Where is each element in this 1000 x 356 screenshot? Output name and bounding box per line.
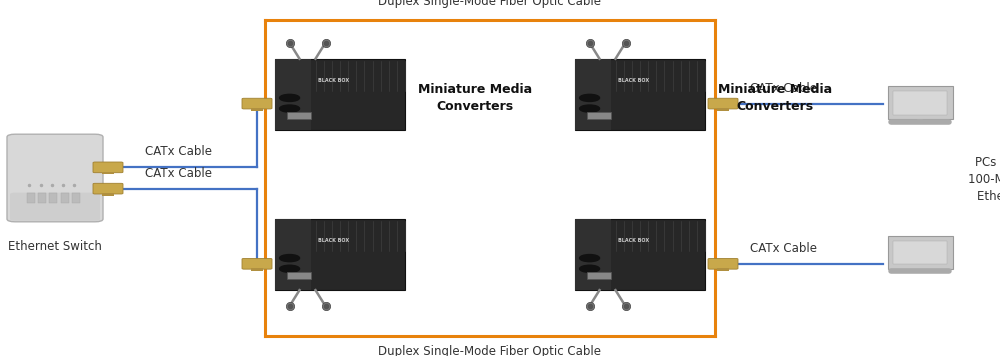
FancyBboxPatch shape [275, 59, 405, 130]
Text: Ethernet Switch: Ethernet Switch [8, 240, 102, 253]
Text: Duplex Single-Mode Fiber Optic Cable: Duplex Single-Mode Fiber Optic Cable [378, 345, 602, 356]
FancyBboxPatch shape [287, 112, 311, 119]
Circle shape [580, 105, 600, 112]
Text: PCs with 10- or
100-Mbps Copper
Ethernet Ports: PCs with 10- or 100-Mbps Copper Ethernet… [968, 156, 1000, 203]
FancyBboxPatch shape [275, 219, 405, 290]
FancyBboxPatch shape [251, 268, 263, 271]
FancyBboxPatch shape [587, 272, 611, 279]
Text: BLACK BOX: BLACK BOX [318, 238, 349, 243]
FancyBboxPatch shape [72, 193, 80, 203]
FancyBboxPatch shape [251, 108, 263, 111]
Circle shape [280, 105, 300, 112]
FancyBboxPatch shape [587, 112, 611, 119]
FancyBboxPatch shape [27, 193, 35, 203]
FancyBboxPatch shape [93, 183, 123, 194]
FancyBboxPatch shape [102, 193, 114, 196]
Text: BLACK BOX: BLACK BOX [618, 78, 649, 83]
FancyBboxPatch shape [575, 219, 611, 290]
FancyBboxPatch shape [888, 236, 953, 269]
FancyBboxPatch shape [717, 108, 729, 111]
FancyBboxPatch shape [93, 162, 123, 173]
FancyBboxPatch shape [893, 91, 947, 115]
Circle shape [280, 255, 300, 262]
Text: BLACK BOX: BLACK BOX [618, 238, 649, 243]
Circle shape [580, 265, 600, 272]
FancyBboxPatch shape [242, 98, 272, 109]
Text: BLACK BOX: BLACK BOX [318, 78, 349, 83]
Text: CATx Cable: CATx Cable [145, 167, 212, 180]
FancyBboxPatch shape [888, 87, 953, 119]
Circle shape [280, 265, 300, 272]
Circle shape [280, 94, 300, 101]
FancyBboxPatch shape [242, 258, 272, 269]
Text: CATx Cable: CATx Cable [145, 146, 212, 158]
FancyBboxPatch shape [287, 272, 311, 279]
FancyBboxPatch shape [717, 268, 729, 271]
Circle shape [580, 94, 600, 101]
FancyBboxPatch shape [275, 219, 311, 290]
FancyBboxPatch shape [575, 219, 705, 290]
FancyBboxPatch shape [61, 193, 69, 203]
FancyBboxPatch shape [575, 59, 611, 130]
FancyBboxPatch shape [7, 134, 103, 222]
FancyBboxPatch shape [708, 258, 738, 269]
Circle shape [580, 255, 600, 262]
FancyBboxPatch shape [10, 193, 100, 221]
FancyBboxPatch shape [49, 193, 57, 203]
FancyBboxPatch shape [38, 193, 46, 203]
Text: CATx Cable: CATx Cable [750, 82, 817, 95]
FancyBboxPatch shape [893, 241, 947, 264]
FancyBboxPatch shape [575, 59, 705, 130]
FancyBboxPatch shape [708, 98, 738, 109]
FancyBboxPatch shape [102, 172, 114, 174]
Text: Duplex Single-Mode Fiber Optic Cable: Duplex Single-Mode Fiber Optic Cable [378, 0, 602, 8]
Text: CATx Cable: CATx Cable [750, 242, 817, 255]
FancyBboxPatch shape [275, 59, 311, 130]
Text: Miniature Media
Converters: Miniature Media Converters [718, 83, 832, 113]
Text: Miniature Media
Converters: Miniature Media Converters [418, 83, 532, 113]
